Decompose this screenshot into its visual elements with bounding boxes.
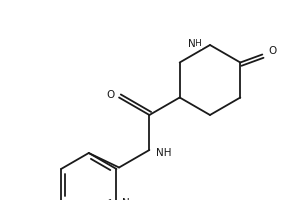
Text: N: N	[122, 198, 129, 200]
Text: O: O	[106, 90, 114, 99]
Text: O: O	[268, 46, 276, 56]
Text: N: N	[188, 39, 196, 49]
Text: H: H	[194, 39, 201, 48]
Text: NH: NH	[156, 148, 171, 158]
